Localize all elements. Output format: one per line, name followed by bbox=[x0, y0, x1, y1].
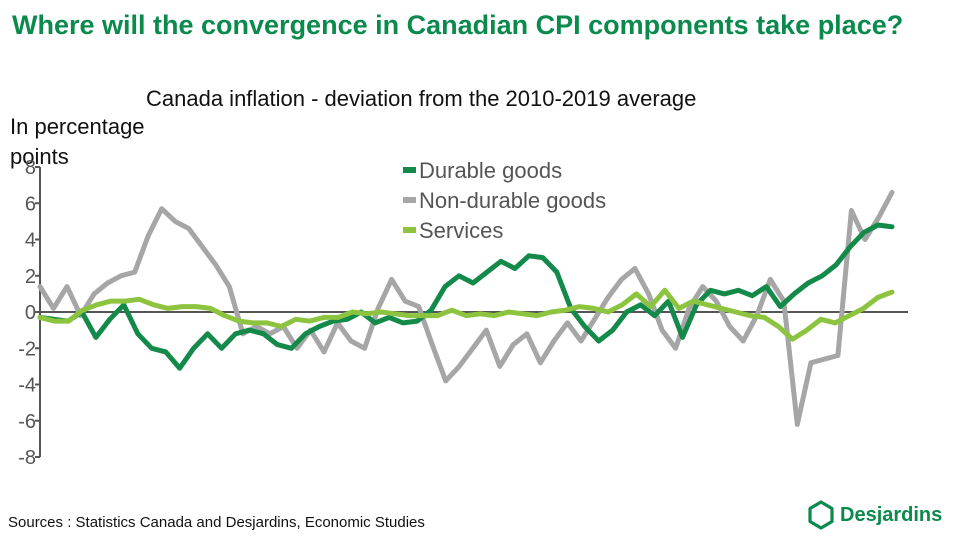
series-layer bbox=[37, 189, 895, 427]
series-line-durable-goods bbox=[37, 222, 895, 371]
y-tick-label: -2 bbox=[18, 338, 36, 360]
legend-swatch bbox=[403, 167, 416, 173]
legend-label: Durable goods bbox=[419, 158, 562, 183]
y-axis: 8 6 4 2 0 -2 -4 -6 -8 bbox=[18, 157, 908, 469]
y-axis-label: In percentage points bbox=[10, 114, 145, 169]
legend-item: Services bbox=[403, 218, 503, 243]
y-tick-label: 8 bbox=[25, 157, 36, 179]
legend: Durable goods Non-durable goods Services bbox=[403, 158, 606, 243]
legend-item: Durable goods bbox=[403, 158, 562, 183]
series-line-non-durable-goods bbox=[37, 189, 895, 427]
sources-note: Sources : Statistics Canada and Desjardi… bbox=[8, 514, 425, 531]
legend-swatch bbox=[403, 197, 416, 203]
hexagon-logo-icon bbox=[808, 500, 834, 530]
series-line-services bbox=[37, 287, 895, 342]
desjardins-logo: Desjardins bbox=[808, 500, 942, 530]
chart-title: Canada inflation - deviation from the 20… bbox=[146, 86, 697, 111]
y-tick-label: 0 bbox=[25, 302, 36, 324]
legend-swatch bbox=[403, 227, 416, 233]
y-tick-label: -4 bbox=[18, 375, 36, 397]
y-tick-label: -6 bbox=[18, 411, 36, 433]
y-tick-label: 2 bbox=[25, 266, 36, 288]
legend-label: Non-durable goods bbox=[419, 188, 606, 213]
y-tick-label: 6 bbox=[25, 193, 36, 215]
logo-text: Desjardins bbox=[840, 503, 943, 526]
y-tick-label: -8 bbox=[18, 447, 36, 469]
legend-label: Services bbox=[419, 218, 503, 243]
slide-title: Where will the convergence in Canadian C… bbox=[12, 10, 904, 40]
legend-item: Non-durable goods bbox=[403, 188, 606, 213]
y-tick-label: 4 bbox=[25, 230, 36, 252]
